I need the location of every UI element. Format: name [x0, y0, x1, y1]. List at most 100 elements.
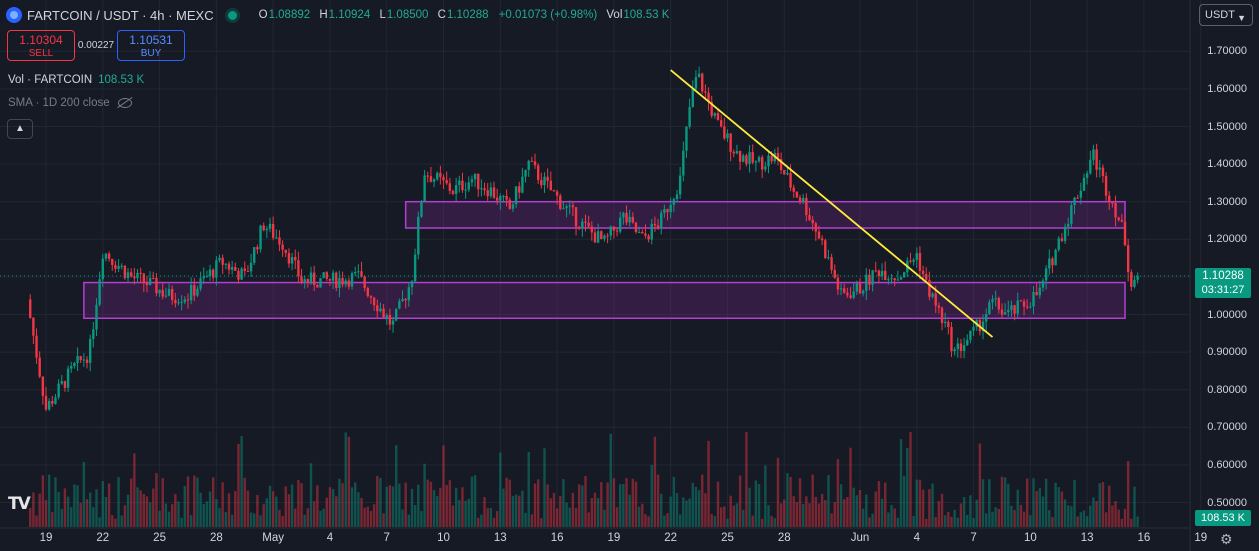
sell-button[interactable]: 1.10304 SELL [7, 30, 75, 61]
volume-bar [114, 518, 117, 527]
volume-indicator-legend[interactable]: Vol · FARTCOIN 108.53 K [8, 74, 144, 86]
candle-body [41, 376, 45, 396]
volume-bar [199, 492, 202, 527]
volume-bar [363, 507, 366, 527]
eye-hidden-icon[interactable] [117, 98, 132, 108]
candle-body [1070, 205, 1073, 224]
volume-bar [511, 495, 515, 527]
candle-body [262, 225, 265, 231]
candle-body [606, 235, 609, 237]
candle-body [915, 253, 918, 260]
candle-body [353, 271, 357, 274]
volume-value-tag: 108.53 K [1195, 510, 1251, 526]
volume-bar [571, 492, 575, 527]
volume-bar [631, 478, 635, 527]
tradingview-logo-icon[interactable]: TV [8, 494, 31, 514]
candle-body [779, 159, 783, 171]
currency-button[interactable]: USDT ▼ [1199, 4, 1253, 26]
candle-body [360, 271, 363, 277]
candle-body [454, 185, 458, 194]
volume-bar [546, 484, 549, 527]
candle-body [208, 269, 212, 276]
candle-body [808, 215, 811, 220]
volume-bar [1032, 478, 1035, 527]
volume-bar [792, 496, 795, 527]
ohlc-value: 1.08892 [268, 9, 311, 21]
time-tick-label: 13 [493, 532, 507, 544]
candle-body [511, 204, 515, 209]
candle-body [193, 285, 196, 296]
price-tick-label: 1.20000 [1207, 233, 1247, 246]
volume-bar [653, 436, 657, 527]
volume-bar [975, 499, 978, 527]
zones-layer [83, 200, 1126, 320]
sma-indicator-legend[interactable]: SMA · 1D 200 close [8, 97, 132, 109]
candle-body [685, 126, 688, 151]
volume-bar [849, 447, 852, 527]
candle-body [760, 157, 764, 170]
volume-bar [133, 453, 136, 527]
candle-body [1000, 309, 1004, 315]
volume-bar [641, 503, 644, 527]
volume-bar [174, 494, 177, 527]
settings-gear-icon[interactable]: ⚙ [1220, 531, 1233, 547]
volume-bar [404, 482, 407, 527]
candle-body [981, 321, 985, 332]
candle-body [1022, 301, 1026, 307]
volume-bar [619, 484, 622, 527]
candle-body [38, 357, 41, 377]
volume-bar [934, 517, 937, 527]
volume-bar [420, 510, 423, 527]
symbol-title[interactable]: FARTCOIN / USDT · 4h · MEXC [27, 7, 214, 23]
candle-body [171, 289, 174, 300]
candle-body [114, 265, 117, 269]
candle-body [899, 277, 903, 280]
candle-body [802, 197, 805, 202]
price-tick-label: 1.70000 [1207, 45, 1247, 58]
candle-body [442, 176, 445, 181]
volume-bar [552, 493, 556, 527]
buy-button[interactable]: 1.10531 BUY [117, 30, 185, 61]
candle-body [477, 173, 480, 190]
volume-bar [1114, 501, 1117, 527]
candle-body [499, 196, 502, 201]
candle-body [126, 272, 130, 279]
candle-body [240, 268, 243, 280]
volume-bar [303, 514, 306, 527]
candle-body [518, 186, 521, 193]
ohlc-key: L [379, 9, 386, 21]
candle-body [767, 155, 770, 167]
ohlc-value: 1.10288 [446, 9, 489, 21]
volume-bar [32, 492, 35, 527]
candle-body [249, 262, 253, 272]
volume-bar [164, 503, 168, 527]
ohlc-key: O [258, 9, 268, 21]
candle-body [994, 298, 997, 300]
candle-body [480, 188, 483, 190]
volume-bar [609, 433, 612, 527]
candle-body [104, 253, 108, 259]
candle-body [54, 397, 57, 404]
candle-body [1111, 202, 1114, 204]
volume-bar [637, 506, 641, 527]
candle-body [849, 295, 852, 298]
candle-body [682, 150, 685, 176]
candle-body [650, 223, 653, 240]
candle-body [366, 288, 370, 297]
volume-bar [972, 518, 975, 527]
volume-bar [249, 512, 253, 527]
volume-bar [230, 514, 234, 527]
collapse-legend-button[interactable]: ▲ [7, 119, 33, 139]
volume-bar [338, 478, 341, 527]
time-tick-label: May [262, 532, 285, 544]
volume-bar [325, 497, 328, 527]
volume-bar [890, 505, 893, 527]
candle-body [287, 252, 291, 264]
volume-bar [316, 485, 319, 527]
volume-bar [893, 508, 896, 527]
volume-bar [697, 490, 701, 527]
volume-bar [38, 493, 41, 527]
candle-body [1120, 220, 1124, 222]
candle-body [410, 281, 414, 288]
